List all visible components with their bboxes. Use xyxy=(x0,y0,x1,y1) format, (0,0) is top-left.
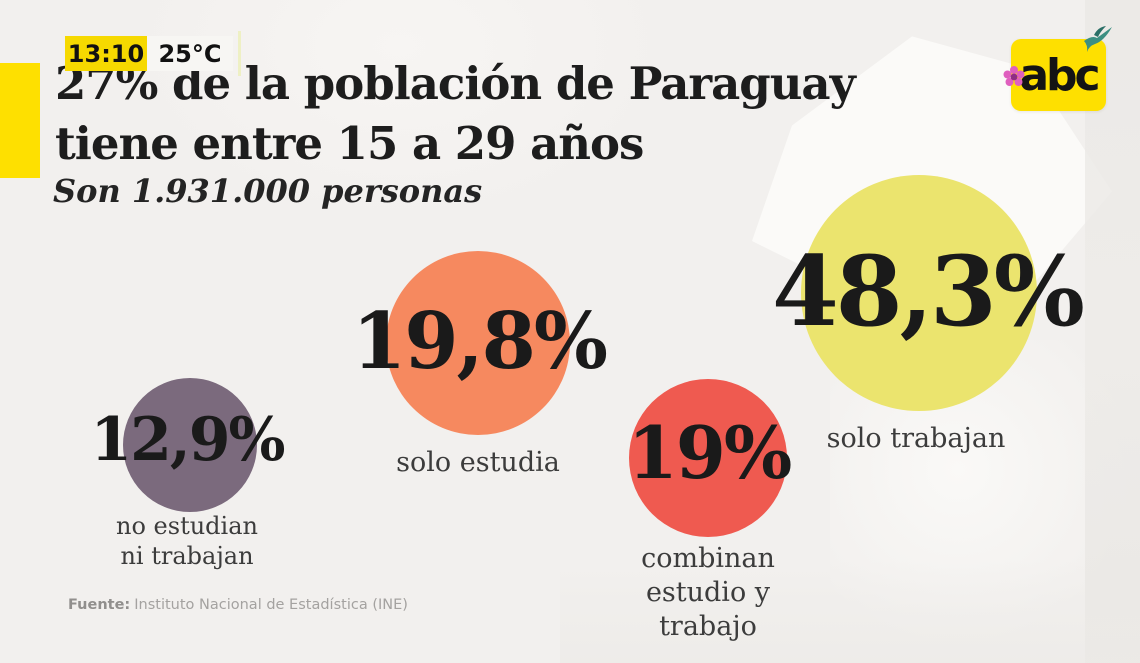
flower-icon xyxy=(1003,66,1025,86)
bubble-circle-solo-trabajan xyxy=(801,175,1037,411)
bubble-value-solo-trabajan: 48,3% xyxy=(771,235,1085,348)
bubble-label-solo-estudia: solo estudia xyxy=(396,447,560,478)
bubble-circle-solo-estudia xyxy=(386,251,570,435)
bubble-value-combinan: 19% xyxy=(627,410,793,495)
source-text: Instituto Nacional de Estadística (INE) xyxy=(134,597,408,613)
time-text: 13:10 xyxy=(67,39,145,68)
bubble-circle-combinan xyxy=(629,379,787,537)
source-prefix: Fuente: xyxy=(68,597,131,613)
time-badge: 13:10 xyxy=(65,36,147,71)
temperature-text: 25°C xyxy=(158,39,222,68)
headline-line2: tiene entre 15 a 29 años xyxy=(55,117,644,170)
headline-subtitle: Son 1.931.000 personas xyxy=(53,172,483,210)
bubble-value-solo-estudia: 19,8% xyxy=(351,296,608,387)
abc-logo: abc xyxy=(1003,26,1112,111)
left-accent-bar xyxy=(0,63,40,178)
hummingbird-icon xyxy=(1084,26,1112,52)
abc-logo-text: abc xyxy=(1019,50,1100,101)
badge-divider xyxy=(238,31,241,76)
temperature-badge: 25°C xyxy=(147,36,233,71)
bubble-label-no-estudian: no estudian ni trabajan xyxy=(116,512,258,570)
bubble-value-no-estudian: 12,9% xyxy=(90,405,285,475)
bubble-circle-no-estudian xyxy=(123,378,257,512)
bubble-label-solo-trabajan: solo trabajan xyxy=(826,423,1006,454)
bubble-label-combinan: combinan estudio y trabajo xyxy=(641,543,775,642)
source-line: Fuente: Instituto Nacional de Estadística… xyxy=(68,597,408,613)
